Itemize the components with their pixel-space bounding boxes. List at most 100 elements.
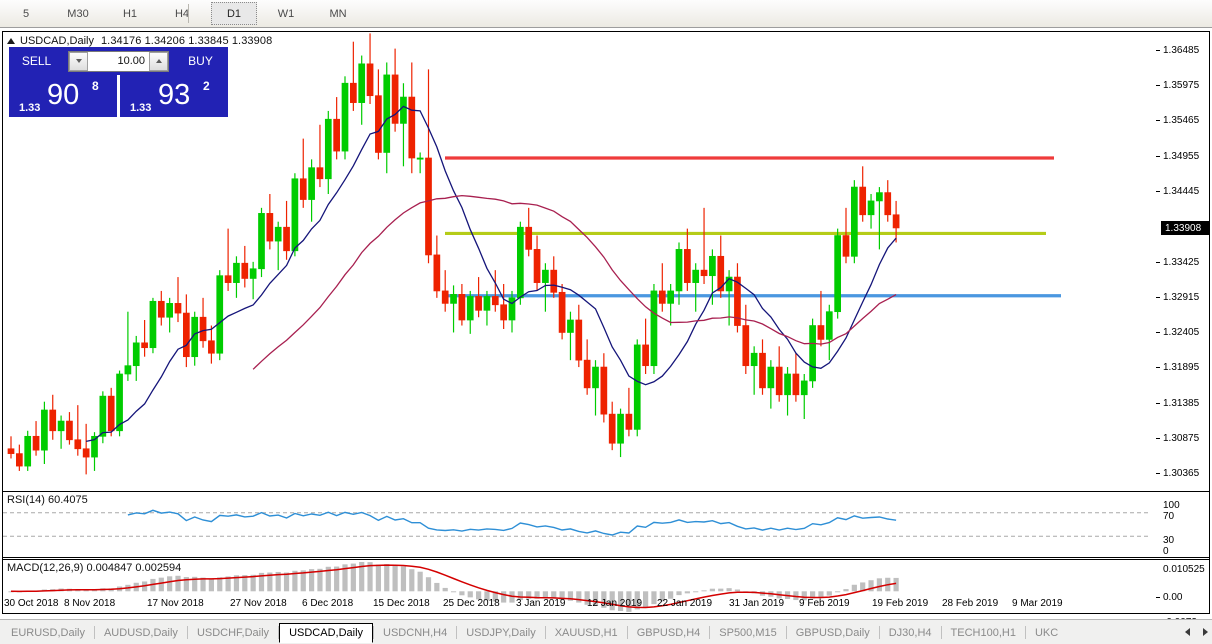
price-tick: 1.34445 [1156,186,1209,197]
chart-area[interactable]: USDCAD,Daily 1.34176 1.34206 1.33845 1.3… [2,31,1210,628]
buy-price-prefix: 1.33 [130,102,152,114]
chart-tab-usdcnh-h4[interactable]: USDCNH,H4 [383,627,448,639]
macd-histogram-bar [567,591,574,601]
price-tick: 1.33425 [1156,257,1209,268]
macd-histogram-bar [851,584,857,592]
candle-body [132,342,140,367]
timeframe-toolbar: 5 M30 H1 H4 D1 W1 MN [0,0,1212,28]
timeframe-button-mn[interactable]: MN [329,7,347,20]
macd-histogram-bar [375,564,381,592]
tab-separator [1024,625,1026,639]
macd-histogram-bar [275,571,281,592]
sell-button[interactable]: SELL [9,47,64,75]
chart-tab-ukc[interactable]: UKC [1034,627,1059,639]
candle-body [358,63,366,103]
candle-body [208,340,215,354]
chart-tab-dj30-h4[interactable]: DJ30,H4 [888,627,932,639]
chart-tab-gbpusd-daily[interactable]: GBPUSD,Daily [795,627,870,639]
one-click-trading-panel[interactable]: SELL 10.00 BUY 1.33 90 8 1.33 [9,47,228,117]
timeframe-button-5[interactable]: 5 [22,7,30,20]
macd-histogram-bar [668,591,674,599]
rsi-pane[interactable] [3,492,1149,557]
current-price-label: 1.33908 [1161,221,1209,236]
rsi-scale-tick: 70 [1156,511,1209,522]
chart-tab-usdcad-daily[interactable]: USDCAD,Daily [279,623,374,643]
price-tick: 1.32405 [1156,327,1209,338]
timeframe-button-w1[interactable]: W1 [277,7,295,20]
candle-body [41,409,48,451]
candle-body [216,275,224,354]
chart-tab-xauusd-h1[interactable]: XAUUSD,H1 [554,627,618,639]
candle-body [483,296,491,311]
volume-decrement-button[interactable] [69,51,88,71]
chart-tab-audusd-daily[interactable]: AUDUSD,Daily [103,627,178,639]
candle-body [425,157,432,256]
chart-tab-eurusd-daily[interactable]: EURUSD,Daily [11,627,85,639]
rsi-line [127,509,897,536]
macd-histogram-bar [442,587,448,592]
candle-body [57,420,65,432]
volume-increment-button[interactable] [149,51,168,71]
tab-scroll-left-icon[interactable] [1185,628,1190,636]
candle-body [391,74,399,124]
tab-scroll-arrows[interactable] [1185,620,1208,644]
buy-button[interactable]: BUY [173,47,228,75]
price-scale[interactable]: 1.36485 1.35975 1.35465 1.34955 1.34445 1.334… [1149,32,1209,628]
chart-tab-sp500-m15[interactable]: SP500,M15 [719,627,777,639]
macd-histogram-bar [242,575,248,592]
candle-body [199,316,207,342]
macd-histogram-bar [542,591,548,599]
macd-histogram-bar [250,574,256,592]
macd-histogram-bar [400,566,407,592]
timeframe-button-h1[interactable]: H1 [122,7,138,20]
price-tick-label: 1.31895 [1163,362,1200,374]
chart-tab-usdjpy-daily[interactable]: USDJPY,Daily [466,627,536,639]
macd-histogram-bar [810,591,816,599]
candle-body [683,249,691,283]
collapse-triangle-icon[interactable] [7,37,15,44]
candle-body [299,178,307,200]
price-tick-label: 1.35465 [1163,115,1200,127]
tab-separator [373,625,375,639]
price-tick-label: 1.33425 [1163,256,1200,268]
macd-histogram-bar [893,577,899,592]
chart-tab-usdchf-daily[interactable]: USDCHF,Daily [196,627,270,639]
tab-separator [456,625,458,639]
rsi-scale-tick: 0 [1156,546,1209,557]
volume-input[interactable]: 10.00 [117,55,145,67]
price-pane[interactable] [3,32,1149,491]
candle-body [466,296,474,321]
chart-tab-gbpusd-h4[interactable]: GBPUSD,H4 [636,627,701,639]
candle-body [625,413,633,430]
sell-price-display[interactable]: 1.33 90 8 [9,75,117,117]
rsi-scale-tick: 100 [1156,500,1209,511]
macd-histogram-bar [676,591,682,596]
candle-body [658,290,666,304]
macd-histogram-bar [476,591,482,600]
tab-scroll-right-icon[interactable] [1203,628,1208,636]
volume-field-container[interactable]: 10.00 [64,47,173,75]
price-tick: 1.30875 [1156,433,1209,444]
candle-body [174,303,182,314]
macd-histogram-bar [217,577,223,592]
macd-histogram-bar [693,591,699,593]
macd-histogram-bar [334,566,340,592]
candle-body [341,82,349,152]
macd-pane[interactable] [3,560,1149,613]
buy-price-display[interactable]: 1.33 93 2 [120,75,228,117]
candle-body [149,300,157,349]
timeframe-button-h4[interactable]: H4 [174,7,190,20]
timeframe-button-m30[interactable]: M30 [67,7,89,20]
price-tick: 1.30365 [1156,468,1209,479]
candle-body [550,269,558,293]
chart-tab-tech100-h1[interactable]: TECH100,H1 [950,627,1016,639]
macd-histogram-bar [208,578,214,592]
timeframe-button-d1[interactable]: D1 [211,2,257,25]
candle-body [74,439,82,450]
price-tick: 1.34955 [1156,151,1209,162]
candle-body [491,296,499,306]
candle-body [633,344,641,430]
price-tick: 1.31385 [1156,398,1209,409]
date-tick-label: 3 Jan 2019 [516,598,566,609]
candle-body [308,167,315,200]
